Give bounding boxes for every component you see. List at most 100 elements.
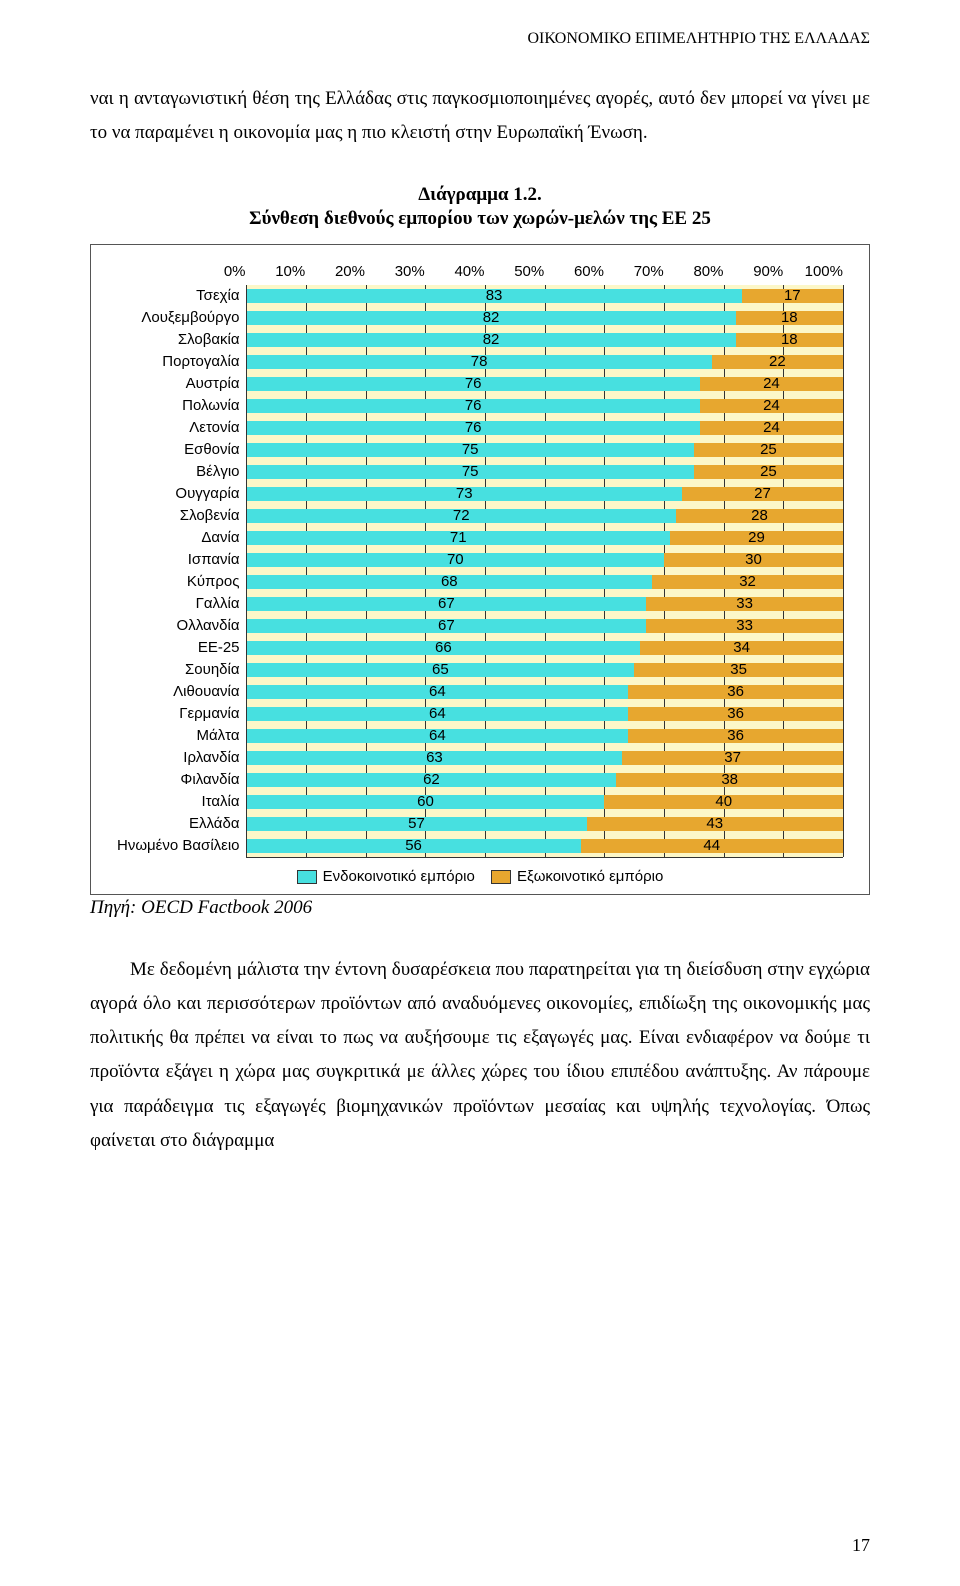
chart-value-a: 78 — [471, 351, 488, 373]
legend-item-a: Ενδοκοινοτικό εμπόριο — [297, 868, 475, 885]
chart-legend: Ενδοκοινοτικό εμπόριο Εξωκοινοτικό εμπόρ… — [117, 868, 843, 888]
chart-value-b: 18 — [781, 329, 798, 351]
chart-source: Πηγή: OECD Factbook 2006 — [90, 897, 870, 919]
chart-value-a: 64 — [429, 681, 446, 703]
chart-value-b: 36 — [727, 703, 744, 725]
chart-row-label: Ισπανία — [117, 549, 240, 571]
legend-label-a: Ενδοκοινοτικό εμπόριο — [323, 868, 475, 885]
chart-bar-row: 64 36 — [247, 703, 843, 725]
chart-value-a: 71 — [450, 527, 467, 549]
chart-row-label: Κύπρος — [117, 571, 240, 593]
chart-bar-row: 78 22 — [247, 351, 843, 373]
chart-value-a: 67 — [438, 593, 455, 615]
chart-row-label: Ελλάδα — [117, 813, 240, 835]
chart-value-a: 82 — [483, 329, 500, 351]
chart-row-label: Εσθονία — [117, 439, 240, 461]
chart-value-a: 63 — [426, 747, 443, 769]
chart-value-a: 66 — [435, 637, 452, 659]
chart-bar-row: 71 29 — [247, 527, 843, 549]
chart-value-b: 18 — [781, 307, 798, 329]
chart-bar-row: 7624 — [247, 395, 843, 417]
chart-row-label: Λετονία — [117, 417, 240, 439]
chart-value-a: 76 — [465, 373, 482, 395]
chart-value-b: 36 — [727, 725, 744, 747]
chart-value-a: 65 — [432, 659, 449, 681]
chart-bar-row: 8317 — [247, 285, 843, 307]
chart-value-a: 82 — [483, 307, 500, 329]
chart-value-a: 73 — [456, 483, 473, 505]
chart-bar-row: 82 18 — [247, 329, 843, 351]
paragraph-2: Με δεδομένη μάλιστα την έντονη δυσαρέσκε… — [90, 953, 870, 1158]
chart-value-b: 28 — [751, 505, 768, 527]
chart-value-a: 67 — [438, 615, 455, 637]
chart-row-label: Ηνωμένο Βασίλειο — [117, 835, 240, 857]
chart-value-b: 38 — [721, 769, 738, 791]
chart-row-label: Πολωνία — [117, 395, 240, 417]
legend-swatch-b — [491, 870, 511, 884]
chart-value-a: 56 — [405, 835, 422, 857]
diagram-label: Διάγραμμα 1.2. — [90, 184, 870, 206]
chart-bar-row: 75 25 — [247, 461, 843, 483]
chart-value-b: 40 — [715, 791, 732, 813]
chart-value-b: 37 — [724, 747, 741, 769]
chart-value-a: 72 — [453, 505, 470, 527]
chart-plot: 0%10%20%30%40%50%60%70%80%90%100% 831782… — [246, 263, 843, 858]
chart-value-a: 75 — [462, 461, 479, 483]
chart-bar-row: 76 24 — [247, 417, 843, 439]
chart-value-b: 24 — [763, 417, 780, 439]
chart-container: ΤσεχίαΛουξεμβούργοΣλοβακίαΠορτογαλίαΑυστ… — [90, 244, 870, 895]
chart-bar-row: 62 38 — [247, 769, 843, 791]
chart-bar-row: 6832 — [247, 571, 843, 593]
chart-value-a: 68 — [441, 571, 458, 593]
chart-row-label: ΕΕ-25 — [117, 637, 240, 659]
chart-bar-row: 57 43 — [247, 813, 843, 835]
chart-value-a: 60 — [417, 791, 434, 813]
chart-row-label: Ιρλανδία — [117, 747, 240, 769]
chart-row-label: Ουγγαρία — [117, 483, 240, 505]
chart-value-b: 24 — [763, 373, 780, 395]
chart-bar-row: 72 28 — [247, 505, 843, 527]
chart-row-label: Πορτογαλία — [117, 351, 240, 373]
legend-swatch-a — [297, 870, 317, 884]
chart-value-b: 44 — [703, 835, 720, 857]
page-number: 17 — [852, 1535, 870, 1556]
chart-row-label: Μάλτα — [117, 725, 240, 747]
chart-row-label: Αυστρία — [117, 373, 240, 395]
chart-bar-row: 67 33 — [247, 615, 843, 637]
chart-bar-row: 56 44 — [247, 835, 843, 857]
chart-bar-row: 76 24 — [247, 373, 843, 395]
chart-bar-row: 7030 — [247, 549, 843, 571]
chart-bar-row: 64 36 — [247, 681, 843, 703]
chart-value-a: 76 — [465, 417, 482, 439]
chart-value-b: 34 — [733, 637, 750, 659]
chart-row-label: Βέλγιο — [117, 461, 240, 483]
chart-value-a: 57 — [408, 813, 425, 835]
chart-bar-row: 75 25 — [247, 439, 843, 461]
paragraph-1: ναι η ανταγωνιστική θέση της Ελλάδας στι… — [90, 82, 870, 150]
chart-value-a: 64 — [429, 725, 446, 747]
chart-bar-row: 66 34 — [247, 637, 843, 659]
chart-row-label: Ιταλία — [117, 791, 240, 813]
chart-value-b: 22 — [769, 351, 786, 373]
chart-row-label: Λουξεμβούργο — [117, 307, 240, 329]
chart-value-a: 62 — [423, 769, 440, 791]
chart-value-b: 33 — [736, 615, 753, 637]
chart-row-label: Λιθουανία — [117, 681, 240, 703]
chart-value-b: 33 — [736, 593, 753, 615]
chart-value-a: 64 — [429, 703, 446, 725]
chart-value-a: 75 — [462, 439, 479, 461]
publisher-header: ΟΙΚΟΝΟΜΙΚΟ ΕΠΙΜΕΛΗΤΗΡΙΟ ΤΗΣ ΕΛΛΑΔΑΣ — [90, 30, 870, 48]
chart-value-a: 83 — [486, 285, 503, 307]
chart-value-b: 29 — [748, 527, 765, 549]
chart-value-b: 25 — [760, 461, 777, 483]
chart-bar-row: 7327 — [247, 483, 843, 505]
chart-y-labels: ΤσεχίαΛουξεμβούργοΣλοβακίαΠορτογαλίαΑυστ… — [117, 263, 246, 858]
chart-row-label: Τσεχία — [117, 285, 240, 307]
chart-value-b: 36 — [727, 681, 744, 703]
chart-row-label: Φιλανδία — [117, 769, 240, 791]
chart-value-b: 25 — [760, 439, 777, 461]
chart-value-b: 43 — [706, 813, 723, 835]
chart-value-b: 24 — [763, 395, 780, 417]
chart-bar-row: 60 40 — [247, 791, 843, 813]
chart-row-label: Ολλανδία — [117, 615, 240, 637]
